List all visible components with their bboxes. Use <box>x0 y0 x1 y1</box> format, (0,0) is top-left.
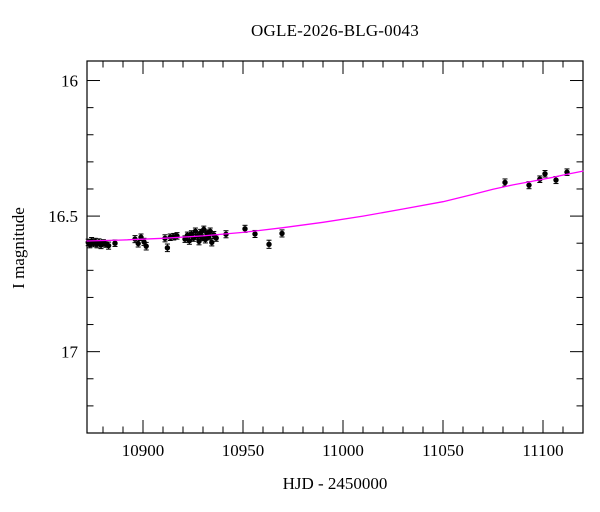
data-point <box>209 239 215 246</box>
x-tick-label: 11000 <box>322 441 364 460</box>
y-tick-label: 16.5 <box>48 207 78 226</box>
x-tick-label: 11100 <box>522 441 563 460</box>
data-point <box>213 235 219 241</box>
model-curve <box>86 170 584 242</box>
data-point <box>143 243 149 249</box>
data-point <box>207 228 213 234</box>
data-point <box>279 230 285 237</box>
data-point <box>542 171 548 177</box>
x-tick-label: 10900 <box>122 441 165 460</box>
x-axis-label: HJD - 2450000 <box>282 474 388 493</box>
data-point <box>188 231 195 237</box>
data-point <box>502 179 508 186</box>
plot-frame <box>86 60 584 434</box>
data-point <box>201 226 207 233</box>
x-tick-label: 11050 <box>422 441 464 460</box>
data-point <box>112 240 118 246</box>
data-point <box>252 231 258 237</box>
x-tick-label: 10950 <box>222 441 265 460</box>
data-point <box>526 182 532 188</box>
data-point <box>164 245 171 251</box>
data-point <box>105 242 112 249</box>
chart-title: OGLE-2026-BLG-0043 <box>251 21 419 40</box>
y-tick-label: 17 <box>61 343 79 362</box>
data-point <box>242 226 248 232</box>
data-point <box>553 177 559 183</box>
data-point <box>196 238 202 245</box>
data-point <box>266 241 272 247</box>
data-point <box>141 239 147 245</box>
data-point <box>135 240 141 247</box>
data-point <box>186 238 193 244</box>
y-tick-label: 16 <box>61 72 78 91</box>
